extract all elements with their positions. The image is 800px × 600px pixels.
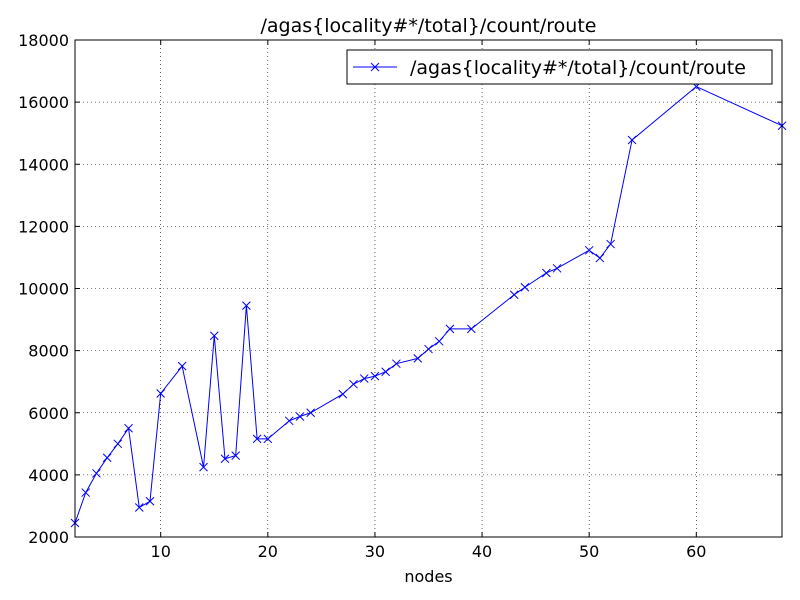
data-point-marker [466,324,476,334]
data-point-marker [81,488,91,497]
x-axis-label: nodes [404,567,452,586]
data-point-marker [145,496,155,506]
data-point-marker [413,354,423,363]
y-tick-label: 14000 [18,155,69,174]
data-point-marker [199,462,208,472]
data-point-marker [263,434,273,444]
x-tick-label: 30 [365,542,385,561]
data-point-marker [359,374,369,383]
y-tick-label: 8000 [28,342,69,361]
x-tick-label: 20 [258,542,278,561]
data-point-marker [445,324,455,334]
y-tick-label: 16000 [18,93,69,112]
data-point-marker [552,263,562,273]
legend-label: /agas{locality#*/total}/count/route [410,57,746,79]
data-point-marker [177,361,187,371]
grid-lines [75,40,782,537]
y-tick-label: 10000 [18,280,69,299]
data-point-marker [595,253,605,263]
x-tick-label: 10 [151,542,171,561]
axis-ticks: 10 20 30 40 50 60 2000 4000 6000 8000 10000 12000 14… [18,31,782,561]
data-point-marker [520,282,530,292]
legend-box [346,49,773,85]
data-point-marker [509,290,519,300]
data-point-marker [220,454,230,464]
series-line [74,86,783,524]
data-point-marker [541,268,551,278]
data-point-marker [584,245,594,255]
data-point-marker [209,331,219,341]
data-point-marker [306,408,316,418]
data-point-marker [392,359,401,369]
data-point-marker [284,416,294,426]
data-point-marker [113,439,123,449]
y-tick-label: 12000 [18,217,69,236]
data-point-marker [156,389,166,398]
data-point-marker [134,503,144,512]
data-point-marker [338,389,348,399]
x-tick-label: 40 [472,542,492,561]
y-tick-label: 18000 [18,31,69,50]
data-point-marker [102,453,112,463]
data-point-marker [92,468,101,478]
data-point-marker [434,336,444,346]
legend: /agas{locality#*/total}/count/route [346,49,773,85]
data-point-marker [381,367,391,377]
data-point-marker [295,412,305,421]
y-tick-label: 6000 [28,404,69,423]
x-tick-label: 50 [579,542,599,561]
data-point-marker [627,135,637,145]
data-point-marker [424,344,433,354]
chart-title: /agas{locality#*/total}/count/route [261,15,597,37]
y-tick-label: 4000 [28,466,69,485]
data-point-marker [242,301,251,310]
data-point-marker [252,434,262,444]
data-point-marker [124,423,133,433]
data-point-marker [349,379,358,389]
y-tick-label: 2000 [28,528,69,547]
x-tick-label: 60 [686,542,706,561]
data-point-marker [231,451,241,460]
legend-x-marker [370,62,380,72]
data-point-marker [370,371,380,381]
series-layer [70,82,787,528]
data-point-marker [606,239,615,249]
